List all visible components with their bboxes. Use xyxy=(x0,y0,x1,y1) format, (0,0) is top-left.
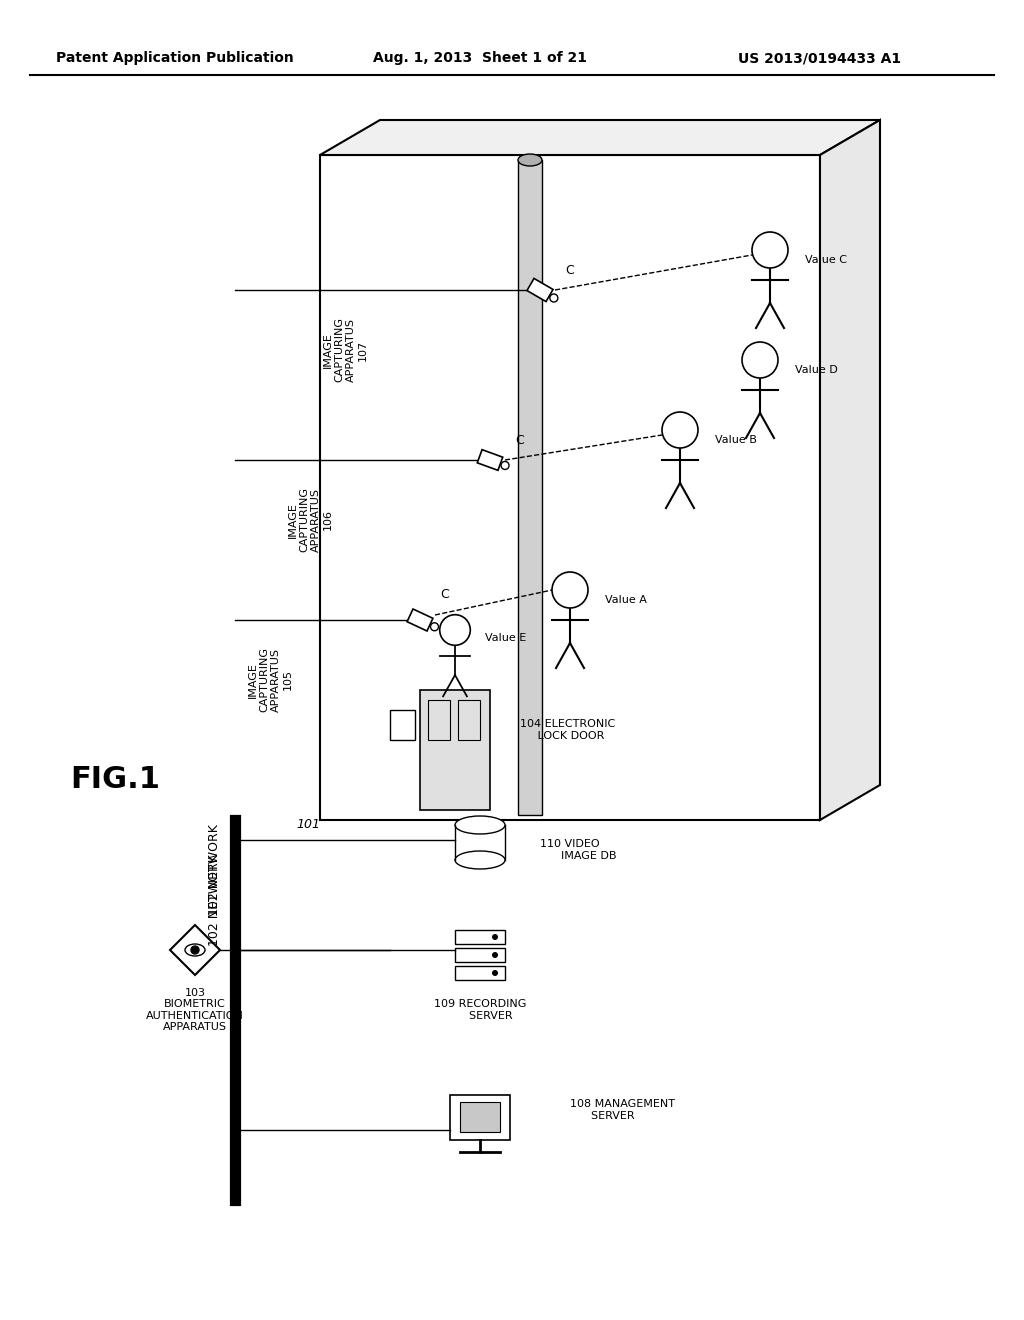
Circle shape xyxy=(492,970,498,975)
Bar xyxy=(428,700,450,741)
Circle shape xyxy=(439,615,470,645)
Bar xyxy=(455,948,505,962)
Text: Value C: Value C xyxy=(805,255,847,265)
Text: Patent Application Publication: Patent Application Publication xyxy=(56,51,294,65)
Bar xyxy=(455,825,505,861)
Text: Value D: Value D xyxy=(795,366,838,375)
Text: 102 NETWORK: 102 NETWORK xyxy=(209,854,221,946)
Text: C: C xyxy=(440,589,450,602)
Text: A: A xyxy=(564,583,575,597)
Text: 101: 101 xyxy=(296,818,319,832)
Text: 108 MANAGEMENT
      SERVER: 108 MANAGEMENT SERVER xyxy=(570,1100,675,1121)
Text: FIG.1: FIG.1 xyxy=(70,766,160,795)
Text: 109 RECORDING
      SERVER: 109 RECORDING SERVER xyxy=(434,999,526,1020)
Polygon shape xyxy=(820,120,880,820)
Text: 104 ELECTRONIC
     LOCK DOOR: 104 ELECTRONIC LOCK DOOR xyxy=(520,719,615,741)
Text: IMAGE
CAPTURING
APPARATUS
107: IMAGE CAPTURING APPARATUS 107 xyxy=(323,318,368,383)
Bar xyxy=(460,1102,500,1133)
Circle shape xyxy=(492,952,498,958)
Bar xyxy=(420,690,490,810)
Text: Value B: Value B xyxy=(715,436,757,445)
Text: E: E xyxy=(451,623,459,636)
Polygon shape xyxy=(319,120,880,154)
Circle shape xyxy=(430,623,438,631)
Ellipse shape xyxy=(518,154,542,166)
Circle shape xyxy=(742,342,778,378)
Text: B: B xyxy=(675,422,685,437)
Bar xyxy=(455,966,505,979)
Text: 103
BIOMETRIC
AUTHENTICATION
APPARATUS: 103 BIOMETRIC AUTHENTICATION APPARATUS xyxy=(146,987,244,1032)
Text: IMAGE
CAPTURING
APPARATUS
105: IMAGE CAPTURING APPARATUS 105 xyxy=(248,648,293,713)
Circle shape xyxy=(752,232,788,268)
Bar xyxy=(458,700,480,741)
Ellipse shape xyxy=(455,816,505,834)
Circle shape xyxy=(492,935,498,940)
Circle shape xyxy=(552,572,588,609)
Circle shape xyxy=(501,462,509,470)
Circle shape xyxy=(662,412,698,447)
Circle shape xyxy=(191,946,199,954)
Text: C: C xyxy=(765,243,775,257)
Text: D: D xyxy=(755,352,766,367)
Text: IMAGE
CAPTURING
APPARATUS
106: IMAGE CAPTURING APPARATUS 106 xyxy=(288,487,333,553)
Bar xyxy=(390,710,415,741)
Text: Value E: Value E xyxy=(485,634,526,643)
Text: 102 NETWORK: 102 NETWORK xyxy=(209,824,221,916)
Ellipse shape xyxy=(455,851,505,869)
Text: US 2013/0194433 A1: US 2013/0194433 A1 xyxy=(738,51,901,65)
Text: C: C xyxy=(565,264,574,276)
Bar xyxy=(450,1096,510,1140)
Text: C: C xyxy=(516,433,524,446)
Polygon shape xyxy=(518,160,542,814)
Polygon shape xyxy=(408,609,433,631)
Text: 110 VIDEO
      IMAGE DB: 110 VIDEO IMAGE DB xyxy=(540,840,616,861)
Circle shape xyxy=(550,294,558,302)
Text: Value A: Value A xyxy=(605,595,647,605)
Polygon shape xyxy=(477,450,503,470)
Text: Aug. 1, 2013  Sheet 1 of 21: Aug. 1, 2013 Sheet 1 of 21 xyxy=(373,51,587,65)
Bar xyxy=(455,931,505,944)
Polygon shape xyxy=(170,925,220,975)
Polygon shape xyxy=(527,279,553,301)
